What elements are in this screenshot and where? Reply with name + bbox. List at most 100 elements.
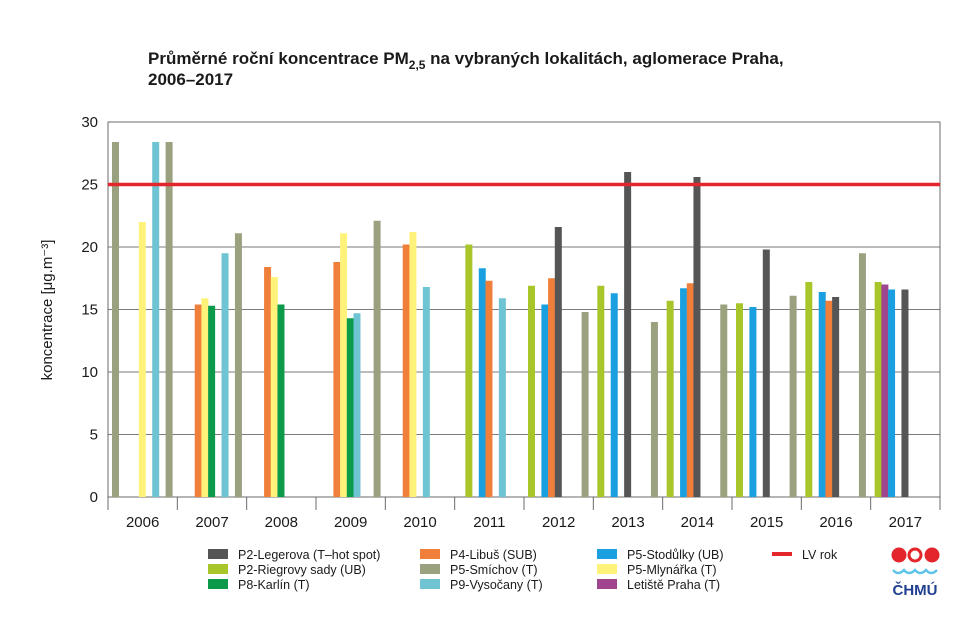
bar	[874, 282, 882, 497]
legend-label: P2-Riegrovy sady (UB)	[238, 563, 366, 577]
x-tick-label: 2010	[403, 514, 436, 531]
chart-title-years: 2006–2017	[148, 70, 233, 89]
legend-swatch	[208, 579, 228, 589]
logo-wave	[892, 568, 938, 575]
bar	[581, 312, 589, 497]
chart-title-subscript: 2,5	[409, 58, 426, 72]
y-tick-label: 0	[90, 489, 98, 506]
y-axis-label: koncentrace [μg.m⁻³]	[39, 240, 56, 381]
legend-swatch	[208, 564, 228, 574]
bar	[554, 227, 562, 497]
bar	[686, 283, 694, 497]
bar	[465, 244, 473, 497]
legend-label: P5-Mlynářka (T)	[627, 563, 717, 577]
chart-title-main: Průměrné roční koncentrace PM	[148, 49, 409, 68]
y-axis-ticks: 0 5 10 15 20 25 30	[81, 114, 98, 506]
legend-swatch	[420, 549, 440, 559]
bar	[138, 222, 146, 497]
bars	[112, 142, 909, 497]
legend: P2-Legerova (T–hot spot)P2-Riegrovy sady…	[208, 548, 838, 592]
bar	[346, 318, 354, 497]
bar	[693, 177, 701, 497]
legend-label: P4-Libuš (SUB)	[450, 548, 537, 562]
legend-label: P5-Stodůlky (UB)	[627, 548, 724, 562]
x-tick-label: 2008	[265, 514, 298, 531]
legend-swatch	[597, 564, 617, 574]
y-tick-label: 15	[81, 302, 98, 319]
bar	[825, 300, 833, 497]
y-tick-label: 30	[81, 114, 98, 131]
bar	[478, 268, 486, 497]
bar	[736, 303, 743, 497]
legend-label: P5-Smíchov (T)	[450, 563, 538, 577]
x-tick-label: 2009	[334, 514, 367, 531]
legend-label: Letiště Praha (T)	[627, 578, 720, 592]
bar	[749, 307, 757, 497]
svg-text:Průměrné roční koncentrace PM2: Průměrné roční koncentrace PM2,5 na vybr…	[148, 49, 784, 72]
bar	[624, 172, 632, 497]
logo-circle-left	[891, 547, 907, 563]
bar	[541, 304, 549, 497]
legend-swatch	[597, 549, 617, 559]
legend-label: P2-Legerova (T–hot spot)	[238, 548, 380, 562]
x-tick-label: 2014	[681, 514, 714, 531]
bar	[720, 304, 728, 497]
bar	[402, 244, 410, 497]
y-tick-label: 20	[81, 239, 98, 256]
chart-title: Průměrné roční koncentrace PM2,5 na vybr…	[148, 49, 784, 89]
logo-ring-middle	[907, 547, 923, 563]
chmu-logo: ČHMÚ	[891, 547, 940, 599]
bar	[409, 232, 417, 497]
legend-label: LV rok	[802, 548, 838, 562]
x-tick-label: 2016	[819, 514, 852, 531]
x-tick-label: 2007	[195, 514, 228, 531]
x-axis: 2006 2007 2008 2009 2010 2011 2012 2013 2014 2015…	[107, 497, 941, 531]
bar	[112, 142, 119, 497]
logo-text: ČHMÚ	[893, 581, 938, 599]
y-tick-label: 25	[81, 177, 98, 194]
bar	[597, 285, 605, 497]
y-tick-label: 5	[90, 427, 98, 444]
bar	[680, 288, 688, 497]
bar	[528, 285, 535, 497]
bar	[373, 220, 381, 497]
bar	[888, 289, 896, 497]
y-tick-label: 10	[81, 364, 98, 381]
legend-swatch	[420, 564, 440, 574]
bar	[901, 289, 909, 497]
bar	[650, 322, 658, 497]
logo-circle-right	[924, 547, 940, 563]
bar	[194, 304, 202, 497]
bar	[422, 287, 430, 497]
bar	[201, 298, 209, 497]
bar	[610, 293, 618, 497]
bar	[165, 142, 173, 497]
bar	[858, 253, 866, 497]
bar	[818, 292, 826, 497]
x-tick-label: 2006	[126, 514, 159, 531]
bar	[832, 297, 840, 497]
bar	[270, 277, 278, 497]
legend-swatch	[597, 579, 617, 589]
bar	[498, 298, 506, 497]
bar	[485, 280, 493, 497]
x-tick-label: 2011	[473, 514, 505, 531]
bar	[666, 300, 674, 497]
bar	[805, 282, 813, 497]
legend-swatch	[208, 549, 228, 559]
bar	[152, 142, 160, 497]
x-tick-label: 2013	[611, 514, 644, 531]
bar	[340, 233, 348, 497]
bar	[333, 262, 341, 497]
gridlines	[108, 184, 940, 435]
bar	[208, 305, 216, 497]
legend-label: P8-Karlín (T)	[238, 578, 310, 592]
chart-title-rest: na vybraných lokalitách, aglomerace Prah…	[425, 49, 783, 68]
bar	[762, 249, 770, 497]
x-tick-label: 2012	[542, 514, 575, 531]
bar	[548, 278, 556, 497]
bar	[353, 313, 361, 497]
legend-swatch	[420, 579, 440, 589]
bar	[789, 295, 797, 497]
